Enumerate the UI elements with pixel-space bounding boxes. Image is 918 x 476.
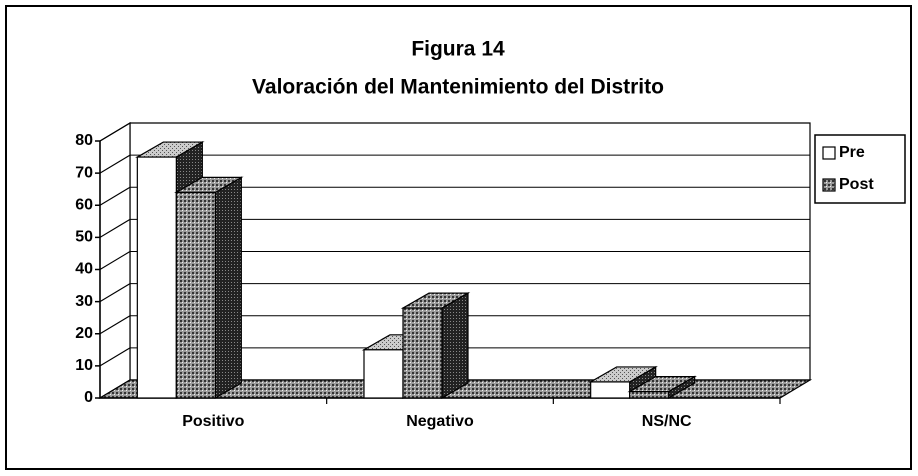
- chart-subtitle: Valoración del Mantenimiento del Distrit…: [252, 76, 664, 99]
- legend-swatch: [822, 178, 836, 192]
- legend-label: Post: [839, 176, 874, 193]
- y-tick-label: 30: [75, 293, 93, 310]
- bar: [136, 156, 177, 399]
- grid-line: [99, 347, 131, 367]
- bar-side: [214, 176, 242, 400]
- y-tick-label: 10: [75, 357, 93, 374]
- bar: [590, 381, 631, 399]
- y-tick-label: 60: [75, 196, 93, 213]
- grid-line: [99, 154, 131, 174]
- bar: [175, 191, 216, 399]
- grid-line: [99, 315, 131, 335]
- legend-swatch: [822, 146, 836, 160]
- grid-line: [99, 218, 131, 238]
- chart-title: Figura 14: [411, 38, 505, 61]
- bar: [629, 390, 670, 399]
- x-tick-label: Negativo: [406, 413, 474, 430]
- y-tick-label: 0: [84, 389, 93, 406]
- y-tick-label: 70: [75, 164, 93, 181]
- x-tick-label: NS/NC: [642, 413, 692, 430]
- y-tick-label: 80: [75, 132, 93, 149]
- x-tick-label: Positivo: [182, 413, 244, 430]
- bar: [402, 307, 443, 399]
- y-tick-label: 20: [75, 325, 93, 342]
- bar-side: [441, 292, 469, 400]
- grid-line: [99, 122, 131, 142]
- legend-label: Pre: [839, 144, 865, 161]
- y-tick-label: 40: [75, 261, 93, 278]
- legend-box: [814, 134, 906, 204]
- grid-line: [99, 283, 131, 303]
- bar: [363, 349, 404, 399]
- y-tick-label: 50: [75, 229, 93, 246]
- grid-line: [99, 186, 131, 206]
- grid-line: [99, 251, 131, 270]
